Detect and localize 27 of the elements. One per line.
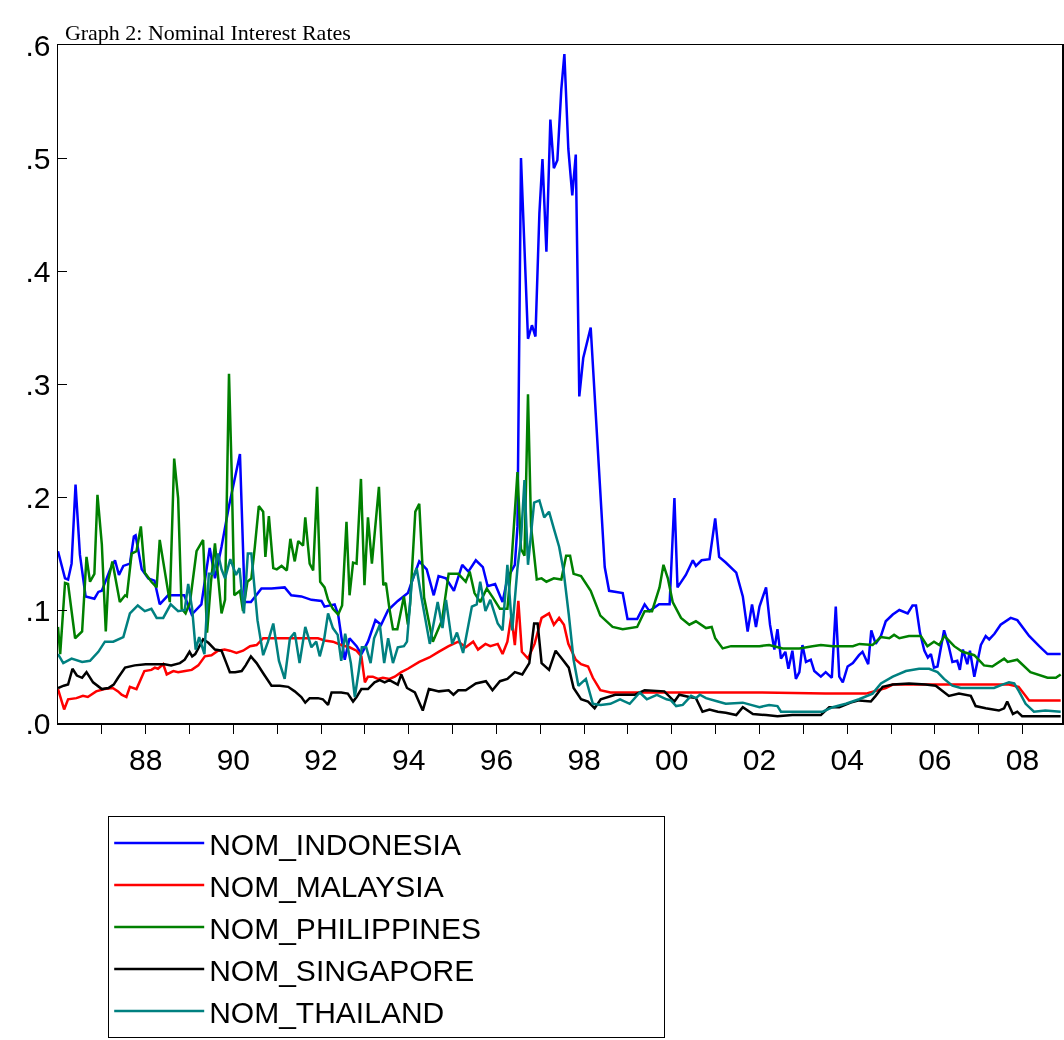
chart-title: Graph 2: Nominal Interest Rates <box>64 20 351 46</box>
x-tick-label: 96 <box>479 742 514 776</box>
y-tick-label: .6 <box>25 28 51 62</box>
legend-label: NOM_MALAYSIA <box>209 869 444 903</box>
x-tick-label: 92 <box>304 742 338 776</box>
legend-label: NOM_INDONESIA <box>209 827 461 861</box>
y-tick-label: .4 <box>25 254 51 288</box>
line-series <box>58 52 1062 684</box>
legend-label: NOM_THAILAND <box>209 995 445 1029</box>
x-tick-label: 04 <box>830 742 864 776</box>
x-tick-label: 00 <box>655 742 689 776</box>
x-tick-label: 94 <box>392 742 426 776</box>
y-tick-label: .0 <box>25 706 51 740</box>
legend-label: NOM_SINGAPORE <box>209 953 475 987</box>
line-series <box>58 372 1062 680</box>
x-tick-label: 98 <box>567 742 601 776</box>
y-tick-label: .1 <box>25 593 51 627</box>
y-tick-label: .3 <box>25 367 51 401</box>
x-tick-label: 06 <box>918 742 952 776</box>
x-tick-label: 90 <box>216 742 251 776</box>
x-tick-label: 88 <box>129 742 163 776</box>
x-tick-label: 02 <box>742 742 777 776</box>
legend-label: NOM_PHILIPPINES <box>209 911 481 945</box>
x-tick-label: 08 <box>1005 742 1040 776</box>
y-tick-label: .5 <box>25 141 51 175</box>
line-series <box>58 478 1062 713</box>
y-tick-label: .2 <box>25 480 51 514</box>
